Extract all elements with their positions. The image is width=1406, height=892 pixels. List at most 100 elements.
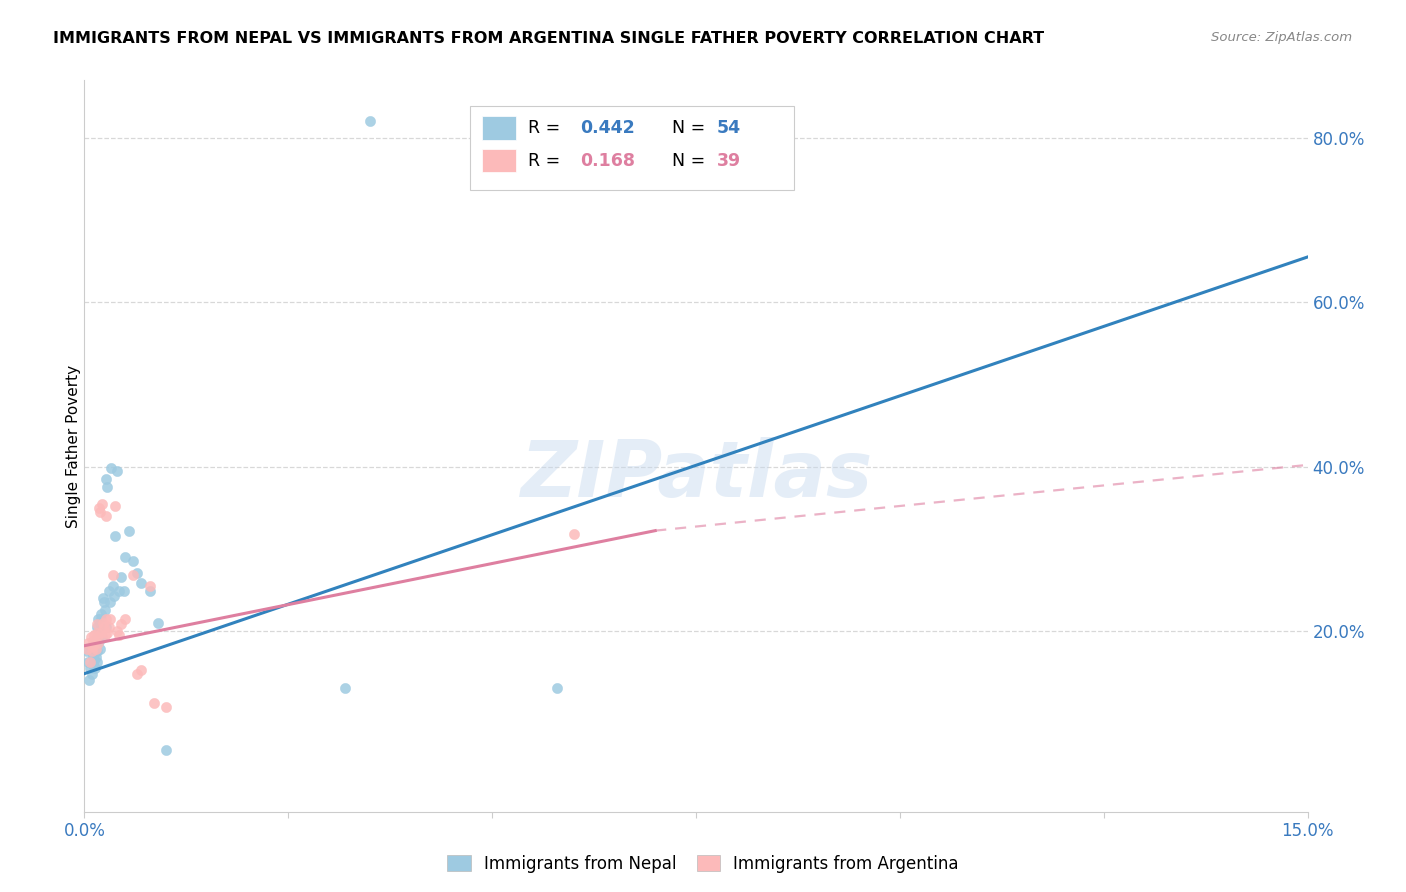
Point [90, 611, 112, 625]
Point [76, 642, 98, 657]
Point [94, 620, 117, 634]
Point [114, 549, 136, 564]
Point [82, 633, 104, 648]
Text: Source: ZipAtlas.com: Source: ZipAtlas.com [1212, 31, 1353, 45]
Text: N =: N = [672, 119, 710, 136]
Point [89, 617, 111, 632]
Point [101, 579, 124, 593]
Point [93, 595, 115, 609]
Point [82, 648, 104, 663]
Point [76, 644, 98, 658]
Point [138, 579, 160, 593]
Point [84, 650, 107, 665]
Y-axis label: Single Father Poverty: Single Father Poverty [66, 365, 80, 527]
Point [118, 524, 141, 538]
Point [77, 673, 100, 688]
Point [80, 644, 103, 658]
Point [110, 617, 132, 632]
Point [96, 508, 118, 523]
Point [127, 566, 149, 581]
Point [89, 642, 111, 657]
Point [96, 625, 118, 640]
Point [101, 568, 124, 582]
Point [138, 584, 160, 599]
Point [91, 591, 114, 605]
Point [91, 615, 114, 630]
Point [86, 625, 108, 640]
Point [97, 584, 120, 599]
Point [82, 658, 104, 673]
Point [83, 653, 105, 667]
Point [155, 699, 177, 714]
Text: R =: R = [529, 119, 567, 136]
Point [79, 661, 101, 675]
Point [96, 472, 118, 486]
Point [104, 529, 127, 543]
Point [84, 633, 107, 648]
Point [100, 461, 122, 475]
Point [84, 642, 107, 657]
Text: R =: R = [529, 152, 567, 169]
Point [83, 628, 105, 642]
Point [155, 743, 177, 757]
Point [89, 505, 111, 519]
Text: 0.442: 0.442 [579, 119, 634, 136]
Point [105, 464, 128, 478]
Point [87, 611, 110, 625]
Point [100, 611, 122, 625]
Point [142, 696, 165, 710]
Point [146, 615, 169, 630]
Point [90, 625, 112, 640]
Text: 0.168: 0.168 [579, 152, 634, 169]
Point [87, 636, 110, 650]
Text: IMMIGRANTS FROM NEPAL VS IMMIGRANTS FROM ARGENTINA SINGLE FATHER POVERTY CORRELA: IMMIGRANTS FROM NEPAL VS IMMIGRANTS FROM… [53, 31, 1045, 46]
Point [131, 576, 153, 591]
Point [131, 664, 153, 678]
Point [97, 620, 120, 634]
FancyBboxPatch shape [482, 149, 516, 172]
Text: ZIPatlas: ZIPatlas [520, 437, 872, 513]
Point [87, 500, 110, 515]
Text: 54: 54 [717, 119, 741, 136]
Point [86, 631, 108, 645]
Text: 39: 39 [717, 152, 741, 169]
Point [335, 681, 357, 696]
Point [112, 584, 135, 599]
Point [86, 655, 108, 669]
Point [717, 163, 740, 178]
Point [107, 584, 129, 599]
Point [94, 611, 117, 625]
Point [562, 527, 585, 541]
Point [103, 590, 125, 604]
Point [87, 633, 110, 648]
Point [87, 628, 110, 642]
FancyBboxPatch shape [470, 106, 794, 190]
Point [86, 644, 108, 658]
Point [77, 636, 100, 650]
Point [82, 657, 104, 671]
Point [127, 666, 149, 681]
Point [359, 114, 381, 128]
Point [77, 655, 100, 669]
Point [122, 568, 145, 582]
Point [107, 628, 129, 642]
Point [110, 570, 132, 584]
Point [93, 628, 115, 642]
FancyBboxPatch shape [482, 116, 516, 139]
Point [93, 603, 115, 617]
Point [105, 624, 128, 638]
Point [93, 620, 115, 634]
Point [104, 499, 127, 513]
Point [96, 480, 118, 494]
Point [86, 632, 108, 647]
Point [90, 607, 112, 622]
Point [79, 655, 101, 669]
Point [91, 496, 114, 510]
Legend: Immigrants from Nepal, Immigrants from Argentina: Immigrants from Nepal, Immigrants from A… [440, 848, 966, 880]
Point [91, 631, 114, 645]
Point [90, 625, 112, 640]
Point [100, 595, 122, 609]
Point [80, 642, 103, 657]
Point [84, 636, 107, 650]
Point [80, 666, 103, 681]
